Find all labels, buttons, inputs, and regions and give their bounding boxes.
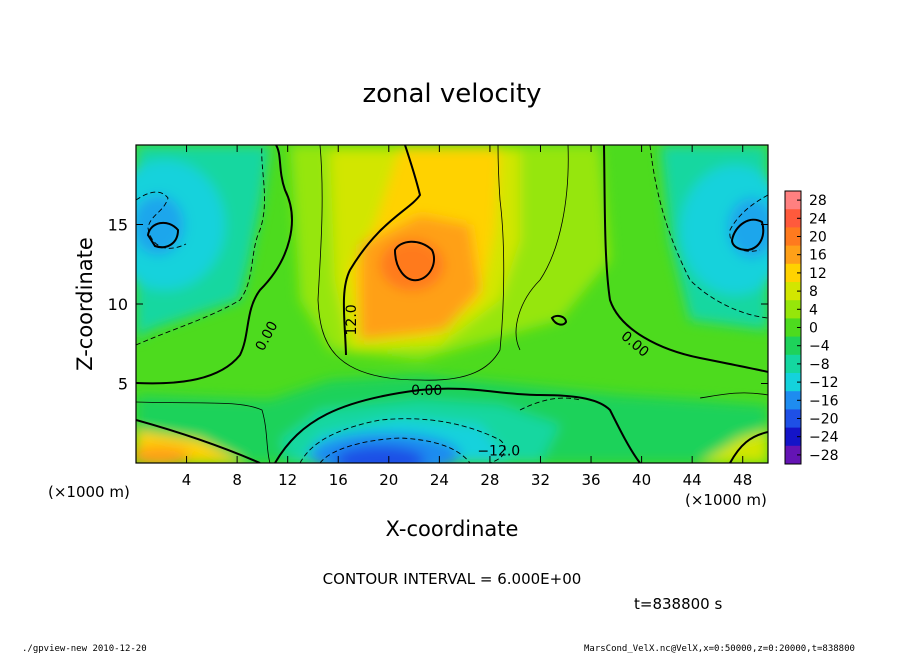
contour-neg-six-left — [136, 145, 265, 346]
field-region-lower-deepblue — [335, 446, 425, 463]
x-tick-label: 40 — [632, 471, 651, 489]
footer-right: MarsCond_VelX.nc@VelX,x=0:50000,z=0:2000… — [584, 644, 855, 654]
x-tick-label: 4 — [182, 471, 192, 489]
colorbar-swatch — [785, 318, 801, 338]
colorbar-swatch — [785, 391, 801, 410]
colorbar-swatch — [785, 245, 801, 265]
x-tick-label: 24 — [430, 471, 449, 489]
x-axis: 4 8 12 16 20 24 28 32 36 40 44 48 — [182, 145, 752, 489]
contour-neg-right-core — [730, 218, 765, 252]
field-region-right-cyan — [680, 165, 768, 295]
contour-neg-upper-left — [136, 191, 187, 249]
colorbar-swatch — [785, 373, 801, 392]
colorbar-label: 28 — [809, 193, 827, 209]
colorbar: 28 24 20 16 12 8 4 0 −4 −8 −12 −16 −20 −24 −28 — [784, 190, 839, 465]
colorbar-label: −8 — [809, 357, 830, 373]
x-tick-label: 32 — [531, 471, 550, 489]
contour-lines-thin — [136, 145, 768, 463]
x-tick-label: 48 — [733, 471, 752, 489]
contour-zero-left — [136, 145, 293, 385]
colorbar-label: −28 — [809, 448, 839, 464]
colorbar-swatch — [785, 191, 801, 210]
time-text: t=838800 s — [634, 595, 722, 613]
colorbar-swatch — [785, 354, 801, 374]
contour-neg-twelve-bottom — [319, 437, 471, 463]
colorbar-label: −24 — [809, 430, 839, 446]
colorbar-label: 20 — [809, 230, 827, 246]
contour-interval-text: CONTOUR INTERVAL = 6.000E+00 — [323, 570, 582, 588]
contour-zero-right — [603, 145, 768, 373]
colorbar-swatch — [785, 445, 801, 465]
colorbar-label: 16 — [809, 248, 827, 264]
y-tick-label: 10 — [108, 295, 128, 314]
x-tick-label: 12 — [278, 471, 297, 489]
colorbar-swatch — [785, 409, 801, 429]
contour-six-lower-left — [136, 401, 271, 463]
x-unit-note-right: (×1000 m) — [685, 491, 767, 509]
contour-zero-lower-right — [729, 431, 768, 463]
colorbar-label: 12 — [809, 266, 827, 282]
contour-eighteen — [393, 240, 436, 282]
x-axis-label: X-coordinate — [386, 517, 519, 541]
y-axis-label: Z-coordinate — [73, 237, 97, 371]
colorbar-swatch — [785, 263, 801, 283]
x-tick-label: 28 — [480, 471, 499, 489]
field-region-jet-core — [380, 239, 444, 291]
x-tick-label: 36 — [581, 471, 600, 489]
colorbar-label: −20 — [809, 412, 839, 428]
chart-title: zonal velocity — [362, 79, 541, 109]
footer-left: ./gpview-new 2010-12-20 — [22, 644, 147, 654]
x-tick-label: 16 — [329, 471, 348, 489]
plot-area — [135, 144, 769, 464]
colorbar-label: −4 — [809, 339, 830, 355]
contour-zero-middle — [274, 387, 641, 463]
contour-lines-negative — [136, 145, 768, 463]
x-unit-note-left: (×1000 m) — [48, 483, 130, 501]
contour-label: −12.0 — [477, 443, 520, 459]
field-region-right-blue — [728, 198, 768, 258]
contour-twelve — [342, 145, 422, 356]
contour-six-jet-outer — [317, 145, 505, 381]
colorbar-swatch — [785, 282, 801, 301]
contour-neg-six-right — [649, 145, 768, 319]
contour-six-lower-right — [699, 392, 768, 399]
colorbar-label: 8 — [809, 284, 818, 300]
contour-neg-upper-right — [729, 194, 768, 252]
contour-neg-mid — [519, 397, 581, 411]
colorbar-label: 4 — [809, 302, 818, 318]
x-tick-label: 8 — [232, 471, 242, 489]
field-region-left-blue — [136, 195, 184, 255]
colorbar-swatch — [785, 227, 801, 247]
colorbar-swatch — [785, 300, 801, 319]
y-axis: 5 10 15 — [108, 216, 768, 394]
contour-lines-bold — [136, 145, 768, 463]
y-tick-label: 5 — [118, 375, 128, 394]
colorbar-swatch — [785, 427, 801, 447]
x-tick-label: 20 — [379, 471, 398, 489]
x-tick-label: 44 — [683, 471, 702, 489]
contour-label: 12.0 — [344, 304, 360, 335]
contour-label: 0.00 — [411, 383, 442, 399]
colorbar-swatch — [785, 209, 801, 228]
colorbar-label: 0 — [809, 321, 818, 337]
contour-six-right — [515, 145, 569, 351]
field-region-corner-left-core — [136, 446, 190, 463]
contour-neg-six-bottom — [299, 418, 506, 463]
colorbar-label: −16 — [809, 393, 839, 409]
y-tick-label: 15 — [108, 216, 128, 235]
colorbar-label: −12 — [809, 375, 839, 391]
colorbar-label: 24 — [809, 211, 827, 227]
colorbar-swatch — [785, 336, 801, 356]
contour-small-loop — [550, 314, 568, 326]
contour-zero-lower-left — [136, 419, 261, 463]
